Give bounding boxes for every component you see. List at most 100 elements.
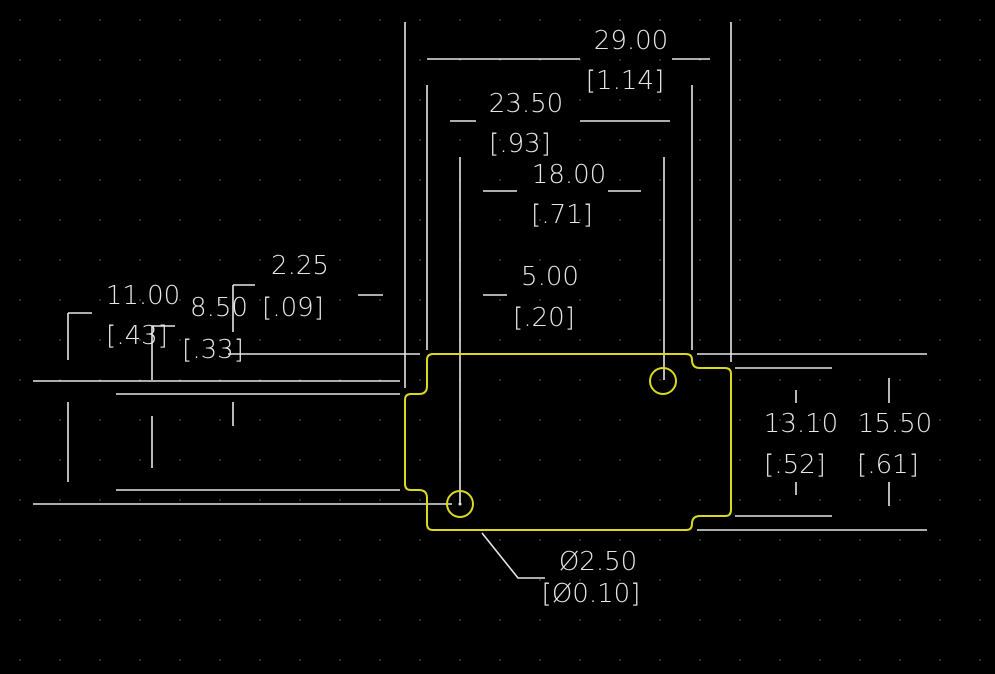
grid-dot bbox=[899, 219, 901, 221]
grid-dot bbox=[379, 339, 381, 341]
grid-dot bbox=[379, 259, 381, 261]
dim-29-00-value: 29.00 bbox=[594, 26, 668, 56]
grid-dot bbox=[819, 59, 821, 61]
grid-dot bbox=[19, 299, 21, 301]
grid-dot bbox=[699, 299, 701, 301]
grid-dot bbox=[659, 299, 661, 301]
grid-dot bbox=[419, 179, 421, 181]
grid-dot bbox=[819, 659, 821, 661]
grid-dot bbox=[579, 179, 581, 181]
grid-dot bbox=[779, 99, 781, 101]
grid-dot bbox=[979, 19, 981, 21]
grid-dot bbox=[739, 659, 741, 661]
grid-dot bbox=[899, 259, 901, 261]
grid-dot bbox=[179, 659, 181, 661]
grid-dot bbox=[779, 259, 781, 261]
grid-dot bbox=[859, 299, 861, 301]
grid-dot bbox=[139, 459, 141, 461]
grid-dot bbox=[939, 419, 941, 421]
grid-dot bbox=[819, 619, 821, 621]
grid-dot bbox=[859, 459, 861, 461]
grid-dot bbox=[299, 139, 301, 141]
hole-diameter-value: Ø2.50 bbox=[559, 547, 637, 577]
grid-dot bbox=[899, 459, 901, 461]
grid-dot bbox=[259, 579, 261, 581]
grid-dot bbox=[819, 99, 821, 101]
grid-dot bbox=[379, 179, 381, 181]
dim-23-50-inch: [.93] bbox=[489, 129, 551, 159]
grid-dot bbox=[699, 539, 701, 541]
grid-dot bbox=[899, 579, 901, 581]
dim-18-00-inch: [.71] bbox=[531, 200, 593, 230]
grid-dot bbox=[99, 339, 101, 341]
grid-dot bbox=[219, 459, 221, 461]
grid-dot bbox=[459, 19, 461, 21]
grid-dot bbox=[379, 419, 381, 421]
grid-dot bbox=[139, 419, 141, 421]
grid-dot bbox=[779, 419, 781, 421]
grid-dot bbox=[19, 579, 21, 581]
grid-dot bbox=[619, 99, 621, 101]
grid-dot bbox=[219, 179, 221, 181]
grid-dot bbox=[499, 379, 501, 381]
grid-dot bbox=[259, 299, 261, 301]
hole-center-marker bbox=[458, 502, 462, 506]
grid-dot bbox=[339, 659, 341, 661]
grid-dot bbox=[179, 339, 181, 341]
grid-dot bbox=[419, 539, 421, 541]
grid-dot bbox=[99, 579, 101, 581]
grid-dot bbox=[659, 579, 661, 581]
grid-dot bbox=[859, 539, 861, 541]
grid-dot bbox=[179, 459, 181, 461]
grid-dot bbox=[979, 179, 981, 181]
grid-dot bbox=[779, 59, 781, 61]
grid-dot bbox=[819, 459, 821, 461]
grid-dot bbox=[619, 19, 621, 21]
grid-dot bbox=[419, 299, 421, 301]
grid-dot bbox=[779, 299, 781, 301]
grid-dot bbox=[59, 219, 61, 221]
grid-dot bbox=[659, 179, 661, 181]
grid-dot bbox=[299, 59, 301, 61]
grid-dot bbox=[219, 259, 221, 261]
grid-dot bbox=[699, 419, 701, 421]
grid-dot bbox=[579, 619, 581, 621]
grid-dot bbox=[59, 99, 61, 101]
grid-dot bbox=[659, 619, 661, 621]
grid-dot bbox=[579, 259, 581, 261]
grid-dot bbox=[659, 459, 661, 461]
grid-dot bbox=[979, 659, 981, 661]
grid-dot bbox=[979, 499, 981, 501]
grid-dot bbox=[179, 579, 181, 581]
dimension-labels: 29.00 [1.14] 23.50 [.93] 18.00 [.71] 5.0… bbox=[106, 26, 932, 609]
grid-dot bbox=[419, 259, 421, 261]
grid-dot bbox=[739, 379, 741, 381]
grid-dot bbox=[539, 539, 541, 541]
grid-dot bbox=[939, 459, 941, 461]
grid-dot bbox=[219, 579, 221, 581]
grid-dot bbox=[579, 539, 581, 541]
grid-dot bbox=[779, 619, 781, 621]
grid-dot bbox=[99, 419, 101, 421]
grid-dot bbox=[499, 419, 501, 421]
dim-13-10-inch: [.52] bbox=[764, 450, 826, 480]
grid-dot bbox=[179, 19, 181, 21]
grid-dot bbox=[659, 339, 661, 341]
grid-dot bbox=[499, 259, 501, 261]
grid-dot bbox=[859, 659, 861, 661]
grid-dot bbox=[659, 59, 661, 61]
grid-dot bbox=[339, 259, 341, 261]
grid-dot bbox=[779, 379, 781, 381]
dim-18-00-value: 18.00 bbox=[532, 160, 606, 190]
grid-dot bbox=[939, 259, 941, 261]
grid-dot bbox=[699, 19, 701, 21]
grid-dot bbox=[419, 219, 421, 221]
grid-dot bbox=[659, 539, 661, 541]
grid-dot bbox=[739, 499, 741, 501]
grid-dot bbox=[819, 219, 821, 221]
grid-dot bbox=[939, 339, 941, 341]
grid-dot bbox=[899, 99, 901, 101]
grid-dot bbox=[379, 99, 381, 101]
grid-dot bbox=[259, 179, 261, 181]
